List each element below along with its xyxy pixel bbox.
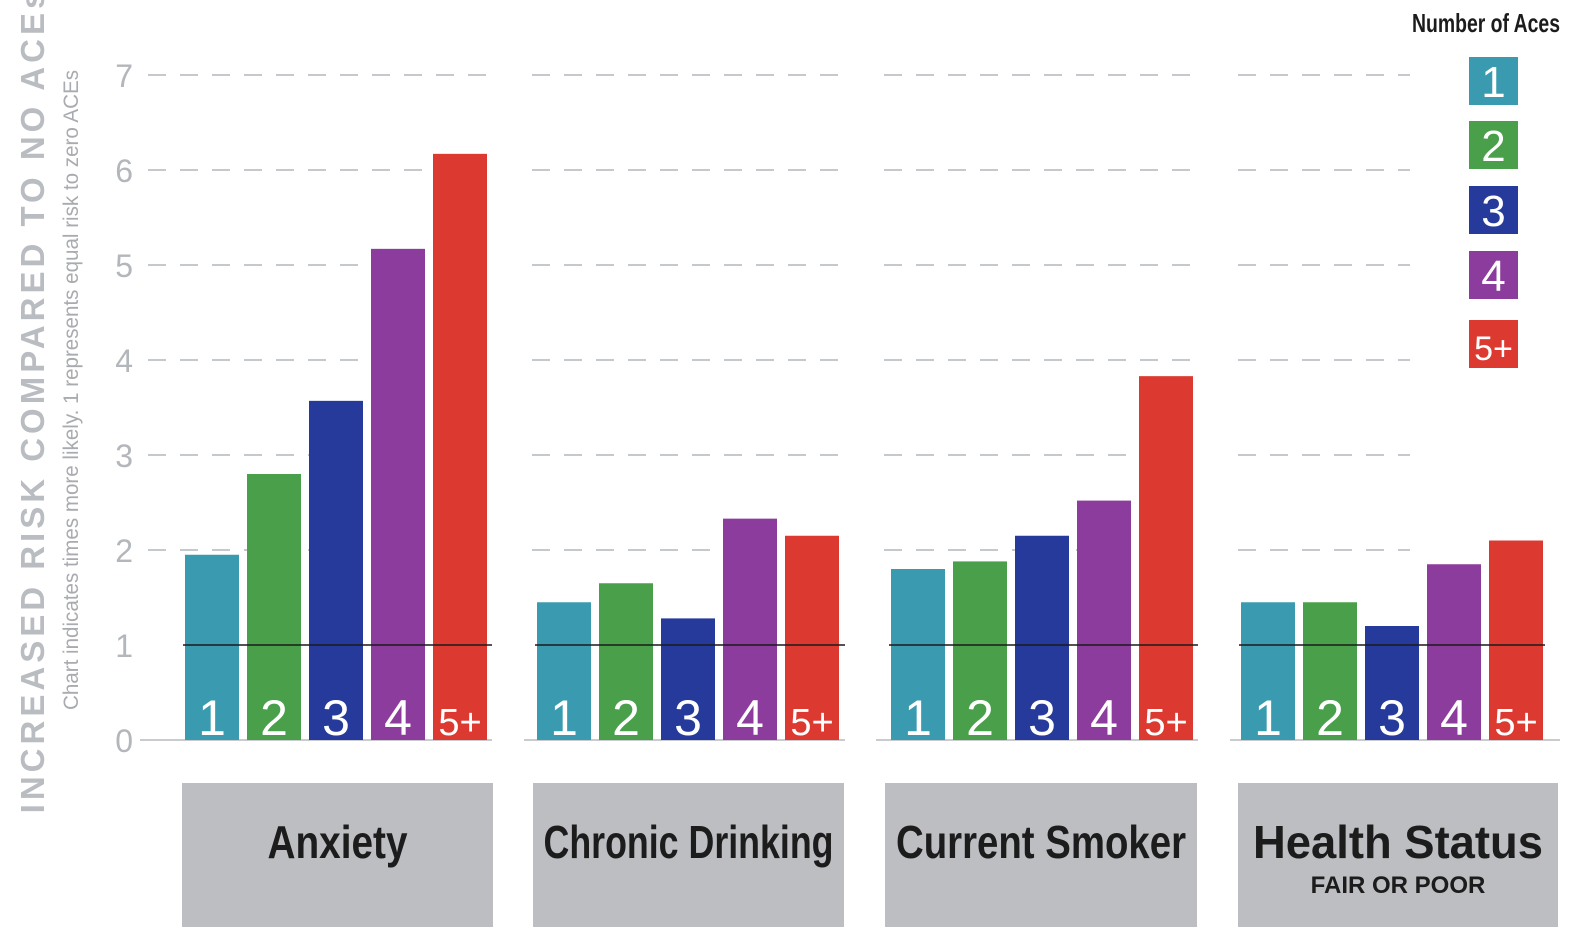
bar-current-smoker-4 [1077,500,1131,740]
bar-series-label: 4 [1440,690,1468,746]
bar-series-label: 5+ [790,702,833,744]
bar-anxiety-3 [309,400,363,740]
category-box [885,783,1197,927]
bar-series-label: 4 [1090,690,1118,746]
bar-series-label: 5+ [1494,702,1537,744]
legend-label: 3 [1481,187,1505,236]
bar-series-label: 5+ [438,702,481,744]
bar-chronic-drinking-3 [661,618,715,740]
bar-chronic-drinking-4 [723,518,777,740]
bar-anxiety-5plus [433,153,487,741]
legend-swatch [1469,121,1518,169]
bar-series-label: 2 [612,690,640,746]
bar-series-label: 4 [736,690,764,746]
bar-chronic-drinking-2 [599,583,653,740]
category-box [1238,783,1558,927]
bar-series-label: 1 [1254,690,1282,746]
legend-label: 5+ [1474,330,1513,368]
bar-current-smoker-3 [1015,535,1069,740]
bar-health-status-5plus [1489,540,1543,740]
bar-current-smoker-1 [891,569,945,740]
y-tick-label: 6 [115,153,133,189]
category-label: Current Smoker [896,816,1186,868]
y-tick-label: 5 [115,248,133,284]
bar-chronic-drinking-1 [537,602,591,740]
bar-current-smoker-5plus [1139,376,1193,740]
bar-series-label: 3 [1028,690,1056,746]
bar-series-label: 1 [198,690,226,746]
legend-title: Number of Aces [1412,8,1560,38]
bar-series-label: 2 [1316,690,1344,746]
category-label: Chronic Drinking [544,816,834,868]
category-label: Anxiety [268,816,408,868]
bar-health-status-1 [1241,602,1295,740]
bar-series-label: 3 [322,690,350,746]
category-box [533,783,844,927]
bar-series-label: 1 [550,690,578,746]
bar-health-status-4 [1427,564,1481,740]
bar-anxiety-2 [247,474,301,740]
bar-series-label: 4 [384,690,412,746]
y-tick-label: 3 [115,438,133,474]
bar-health-status-2 [1303,602,1357,740]
bar-series-label: 1 [904,690,932,746]
legend-label: 2 [1481,122,1505,171]
legend-swatch [1469,186,1518,234]
bar-series-label: 2 [260,690,288,746]
y-tick-label: 4 [115,343,133,379]
category-sublabel: FAIR OR POOR [1311,872,1486,899]
y-axis-label: INCREASED RISK COMPARED TO NO ACEs [14,0,51,813]
legend-swatch [1469,251,1518,299]
y-axis-note: Chart indicates times more likely. 1 rep… [60,70,83,710]
category-label: Health Status [1253,816,1543,868]
bar-series-label: 5+ [1144,702,1187,744]
legend-label: 1 [1481,58,1505,107]
bar-chronic-drinking-5plus [785,535,839,740]
legend-swatch [1469,57,1518,105]
y-tick-label: 0 [115,723,133,759]
category-box [182,783,493,927]
y-tick-label: 2 [115,533,133,569]
legend-swatch [1469,320,1518,368]
bar-anxiety-1 [185,554,239,740]
bar-series-label: 3 [1378,690,1406,746]
bar-series-label: 2 [966,690,994,746]
bar-anxiety-4 [371,248,425,740]
bar-series-label: 3 [674,690,702,746]
legend-label: 4 [1481,252,1505,301]
y-tick-label: 7 [115,58,133,94]
bar-current-smoker-2 [953,561,1007,740]
y-tick-label: 1 [115,628,133,664]
